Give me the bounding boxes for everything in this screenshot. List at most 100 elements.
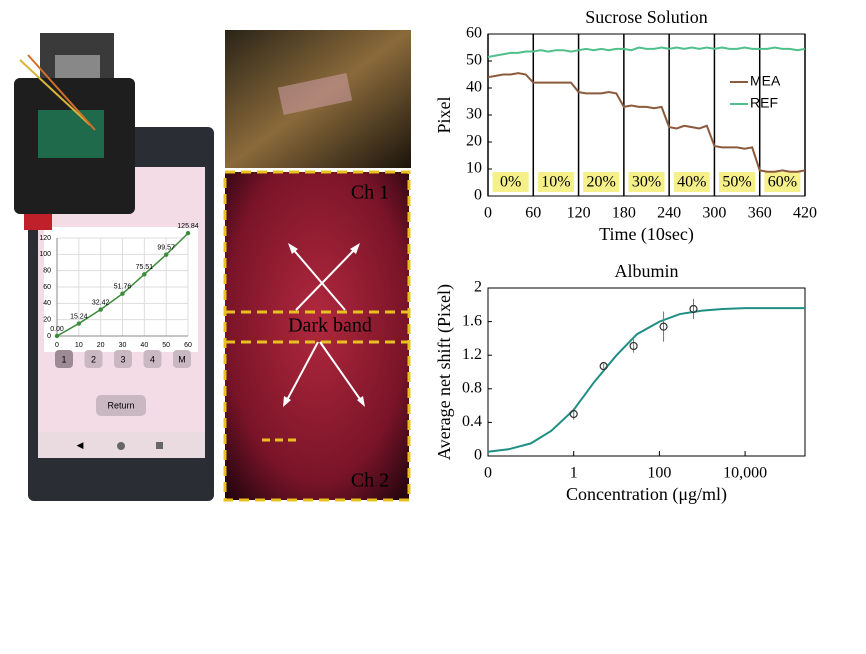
y-tick-label: 0 (474, 447, 482, 464)
app-button-label: 1 (61, 354, 66, 364)
y-tick-label: 2 (474, 279, 482, 296)
app-button-label: M (178, 354, 186, 364)
x-tick-label: 30 (119, 342, 127, 349)
data-line (487, 72, 806, 173)
x-tick-label: 1 (570, 465, 578, 482)
y-tick-label: 10 (466, 160, 482, 177)
data-point (659, 322, 668, 331)
app-button[interactable] (84, 350, 103, 368)
annotation-bg (764, 172, 801, 192)
return-button-label: Return (107, 400, 134, 410)
value-label: 99.57 (157, 245, 175, 252)
annotation-bg (537, 172, 574, 192)
x-tick-label: 0 (55, 342, 59, 349)
app-button-label: 4 (150, 354, 155, 364)
y-axis-label: Average net shift (Pixel) (434, 284, 455, 460)
y-tick-label: 0.8 (462, 379, 482, 396)
x-tick-label: 20 (97, 342, 105, 349)
app-button[interactable] (55, 350, 73, 368)
data-point (689, 304, 698, 314)
data-point (185, 231, 191, 236)
value-label: 51.76 (114, 284, 132, 291)
return-button[interactable] (96, 395, 146, 416)
x-tick-label: 50 (162, 342, 170, 349)
plot-frame (487, 33, 806, 197)
annotation: 10% (541, 174, 570, 191)
x-tick-label: 60 (184, 342, 192, 349)
annotation: 30% (632, 174, 661, 191)
chart-title: Albumin (614, 261, 678, 281)
nav-home (117, 442, 125, 450)
y-tick-label: 60 (43, 284, 51, 291)
annotation: 60% (768, 174, 797, 191)
value-label: 125.84 (177, 223, 199, 230)
annotation: 40% (677, 174, 706, 191)
value-label: 32.42 (92, 299, 110, 306)
x-tick-label: 0 (484, 465, 492, 482)
annotation: 50% (722, 174, 751, 191)
x-tick-label: 420 (793, 205, 817, 222)
x-tick-label: 120 (567, 205, 591, 222)
x-axis-label: Concentration (μg/ml) (566, 484, 727, 505)
device-tab (24, 214, 52, 230)
nav-recent (156, 442, 163, 449)
data-point (54, 333, 60, 339)
annotation-bg (719, 172, 756, 192)
y-tick-label: 20 (466, 133, 482, 150)
annotation-bg (583, 172, 620, 192)
x-tick-label: 0 (484, 205, 492, 222)
value-label: 75.51 (136, 264, 154, 271)
data-point (163, 252, 169, 257)
wire (27, 54, 96, 131)
x-tick-label: 60 (525, 205, 541, 222)
x-tick-label: 240 (657, 205, 681, 222)
y-tick-label: 80 (43, 268, 51, 275)
y-tick-label: 40 (466, 79, 482, 96)
channel-label: Ch 2 (351, 470, 389, 492)
x-tick-label: 40 (140, 342, 148, 349)
x-axis-label: Time (10sec) (599, 224, 694, 245)
x-tick-label: 100 (647, 465, 671, 482)
micrograph: Ch 1 Dark band Ch 2 (223, 170, 411, 502)
data-point (599, 362, 608, 371)
data-point (98, 307, 103, 312)
x-tick-label: 180 (612, 205, 636, 222)
data-point (120, 291, 125, 296)
y-tick-label: 60 (466, 25, 482, 42)
y-tick-label: 0.4 (462, 413, 482, 430)
chip-channel (277, 73, 353, 115)
y-tick-label: 0 (474, 187, 482, 204)
arrow-heads (283, 243, 365, 407)
value-label: 15.24 (70, 313, 88, 320)
legend-label: REF (750, 95, 778, 111)
phone-ui: 1 2 3 4 M Return (55, 350, 191, 416)
nav-back: ◀ (77, 440, 84, 450)
data-point (569, 409, 578, 419)
y-tick-label: 1.2 (462, 346, 482, 363)
value-label: 0.00 (50, 326, 64, 333)
data-line (487, 46, 806, 58)
annotation-bg (628, 172, 665, 192)
x-tick-label: 10 (75, 342, 83, 349)
y-tick-label: 0 (47, 333, 51, 340)
plot-frame (487, 287, 806, 457)
app-button[interactable] (173, 350, 191, 368)
legend-label: MEA (750, 73, 781, 89)
app-button[interactable] (114, 350, 132, 368)
y-tick-label: 50 (466, 52, 482, 69)
annotation: 0% (500, 174, 521, 191)
annotation-bg (673, 172, 710, 192)
y-tick-label: 1.6 (462, 312, 482, 329)
wire (19, 59, 91, 126)
app-button-label: 2 (91, 354, 96, 364)
y-axis-label: Pixel (434, 96, 454, 133)
chart-title: Sucrose Solution (585, 7, 708, 27)
arrows (285, 247, 363, 403)
y-tick-label: 20 (43, 317, 51, 324)
y-tick-label: 40 (43, 300, 51, 307)
app-button[interactable] (143, 350, 162, 368)
y-tick-label: 120 (39, 235, 51, 242)
fit-curve (487, 307, 805, 453)
channel-label: Ch 1 (351, 182, 389, 204)
